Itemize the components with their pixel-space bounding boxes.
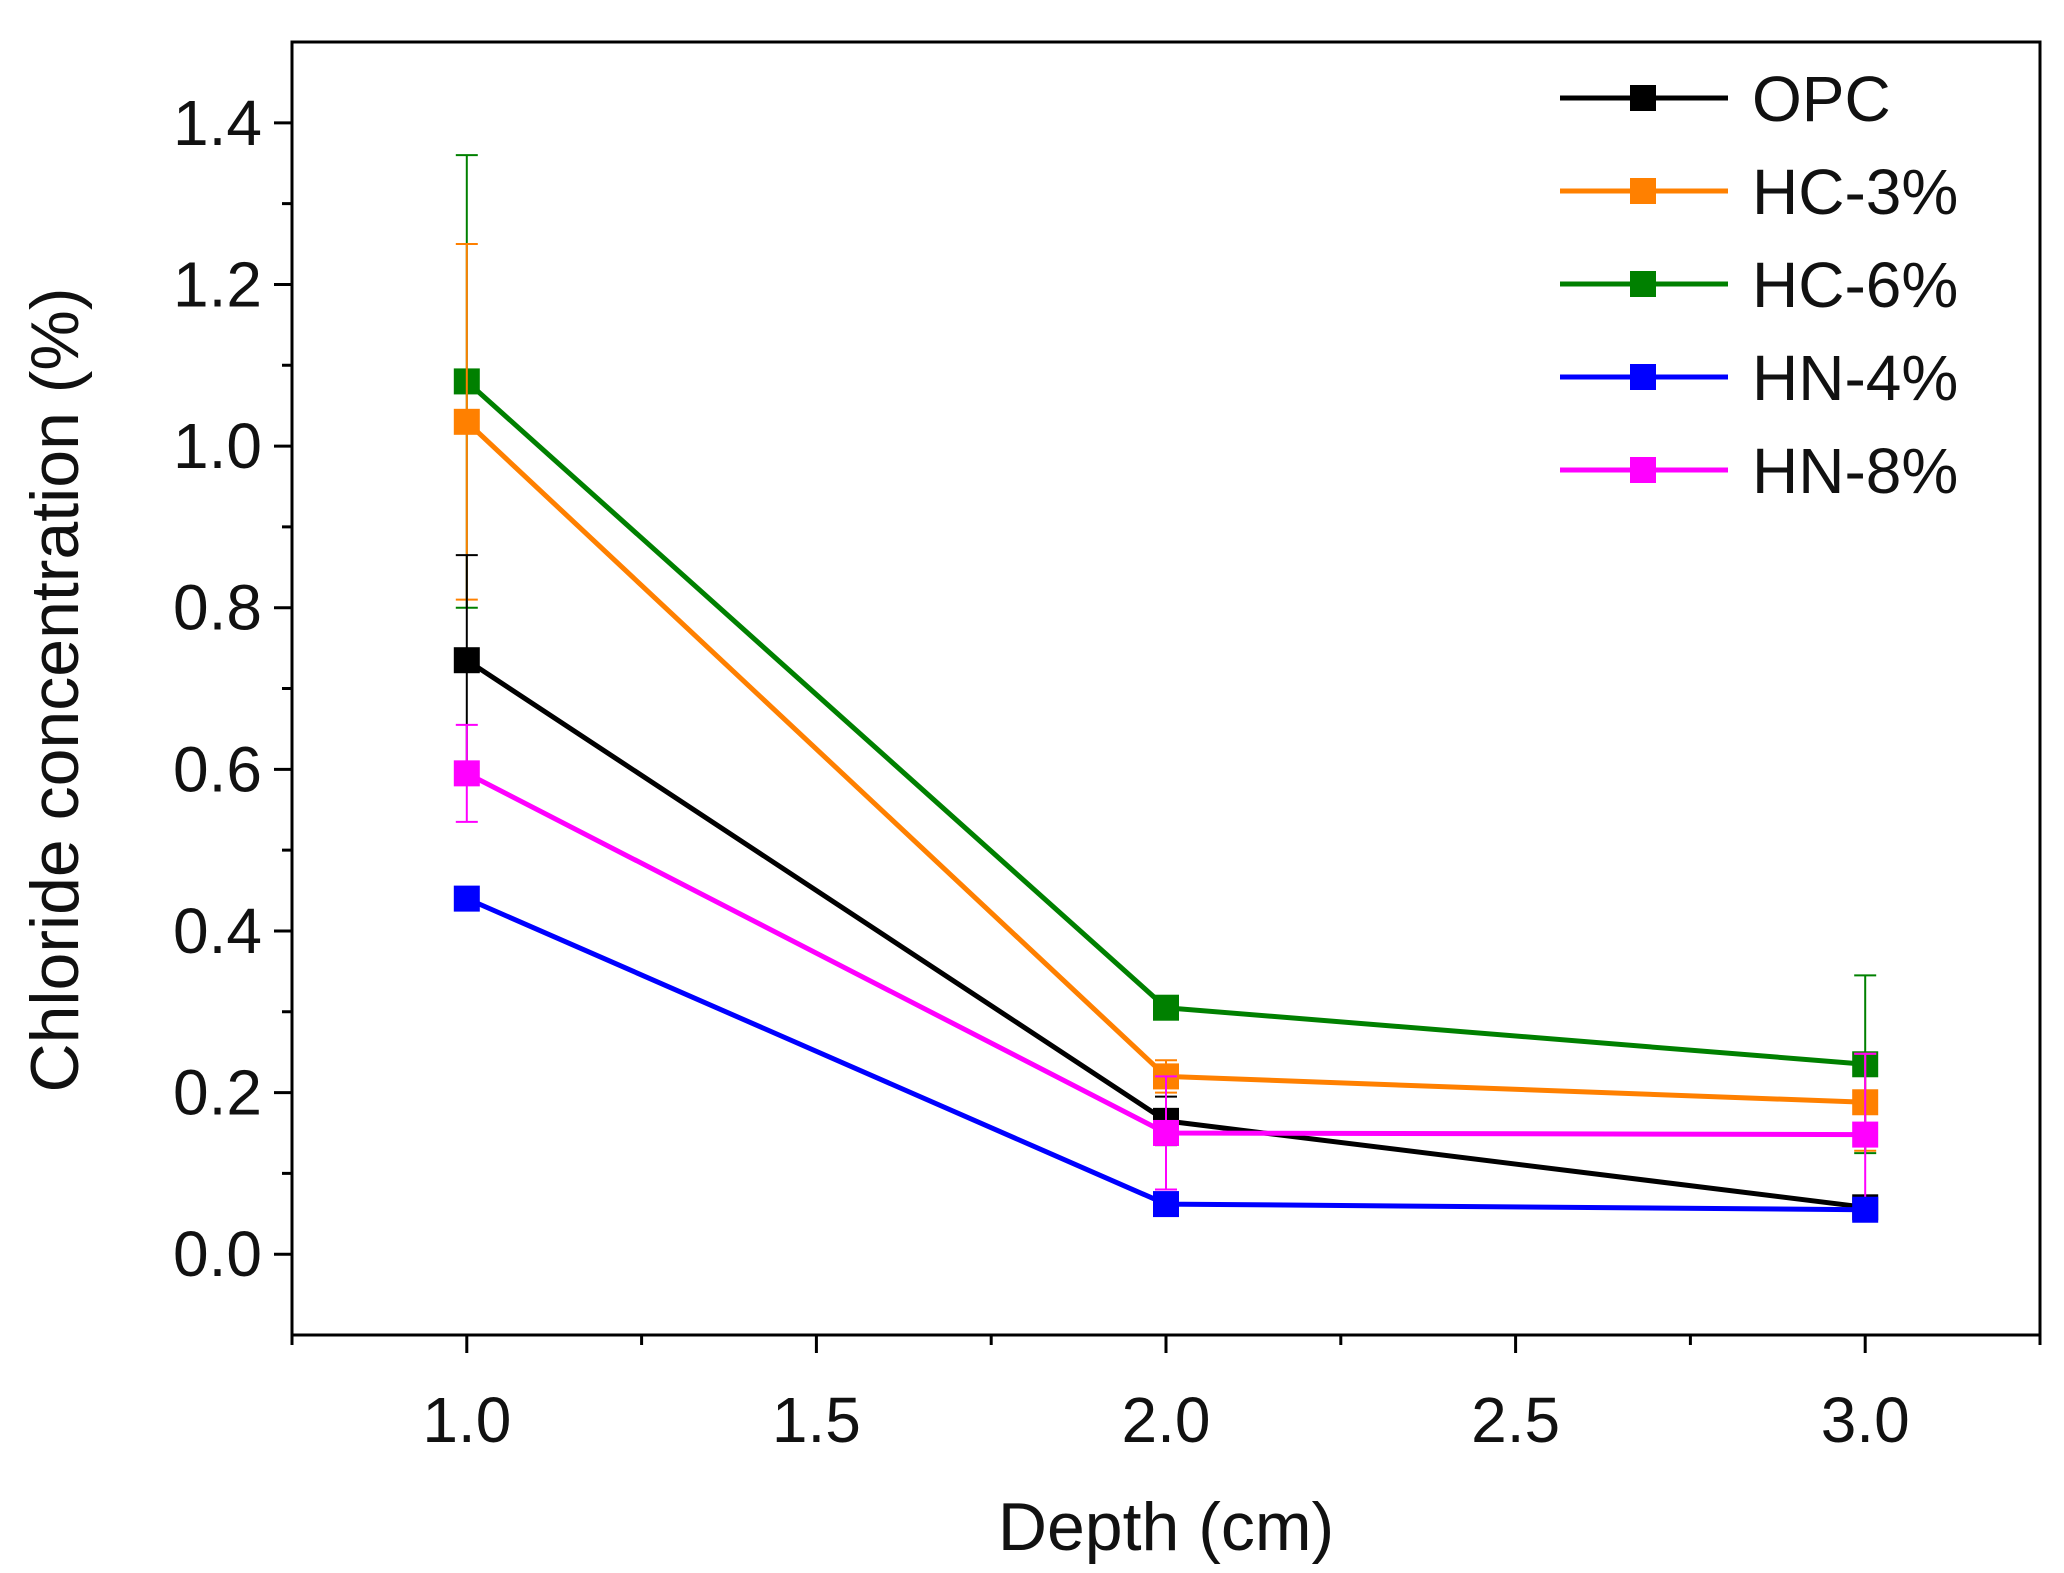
legend-marker bbox=[1630, 457, 1656, 483]
legend: OPC HC-3% HC-6% HN-4% HN-8% bbox=[1560, 63, 1958, 507]
legend-label: HN-8% bbox=[1752, 435, 1958, 507]
data-point bbox=[453, 408, 480, 435]
legend-label: OPC bbox=[1752, 63, 1891, 135]
legend-item: HN-4% bbox=[1560, 342, 1958, 414]
legend-label: HC-6% bbox=[1752, 249, 1958, 321]
legend-marker bbox=[1630, 271, 1656, 297]
series-HN-4% bbox=[453, 885, 1879, 1223]
y-tick-label: 0.2 bbox=[173, 1057, 262, 1129]
data-point bbox=[1153, 1119, 1179, 1146]
y-tick-label: 0.6 bbox=[173, 733, 262, 805]
legend-item: HC-3% bbox=[1560, 156, 1958, 228]
x-tick-label: 2.5 bbox=[1471, 1384, 1560, 1456]
legend-marker bbox=[1630, 178, 1656, 204]
y-tick-label: 1.4 bbox=[173, 87, 262, 159]
x-tick-label: 1.5 bbox=[772, 1384, 861, 1456]
data-point bbox=[1852, 1121, 1879, 1148]
x-tick-label: 2.0 bbox=[1122, 1384, 1211, 1456]
y-tick-label: 0.8 bbox=[173, 572, 262, 644]
legend-item: OPC bbox=[1560, 63, 1891, 135]
legend-marker bbox=[1630, 364, 1656, 390]
y-tick-label: 1.0 bbox=[173, 410, 262, 482]
data-point bbox=[1153, 994, 1179, 1021]
axis-ticks: 1.0 1.5 2.0 2.5 3.0 0.0 0.2 0.4 0.6 0.8 1.0 1.2 1.4 bbox=[173, 87, 2042, 1456]
legend-item: HC-6% bbox=[1560, 249, 1958, 321]
legend-item: HN-8% bbox=[1560, 435, 1958, 507]
x-tick-label: 3.0 bbox=[1821, 1384, 1910, 1456]
legend-marker bbox=[1630, 85, 1656, 111]
series-layer bbox=[453, 154, 1879, 1223]
legend-label: HC-3% bbox=[1752, 156, 1958, 228]
y-tick-label: 0.0 bbox=[173, 1218, 262, 1290]
data-point bbox=[453, 885, 480, 912]
data-point bbox=[453, 647, 480, 674]
series-line bbox=[465, 379, 1866, 1067]
x-axis-label: Depth (cm) bbox=[998, 1489, 1334, 1565]
y-axis-label: Chloride concentration (%) bbox=[17, 287, 93, 1092]
data-point bbox=[1153, 1191, 1179, 1218]
x-tick-label: 1.0 bbox=[422, 1384, 511, 1456]
y-tick-label: 1.2 bbox=[173, 248, 262, 320]
y-tick-label: 0.4 bbox=[173, 895, 262, 967]
series-HC-6% bbox=[453, 154, 1879, 1155]
legend-label: HN-4% bbox=[1752, 342, 1958, 414]
series-HN-8% bbox=[453, 723, 1879, 1217]
data-point bbox=[453, 760, 480, 787]
data-point bbox=[1852, 1196, 1879, 1223]
